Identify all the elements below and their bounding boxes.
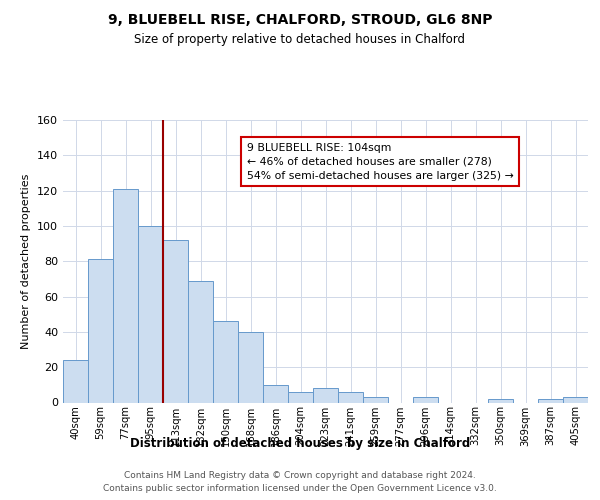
Bar bbox=[163, 240, 188, 402]
Bar bbox=[138, 226, 163, 402]
Text: Distribution of detached houses by size in Chalford: Distribution of detached houses by size … bbox=[130, 438, 470, 450]
Bar bbox=[363, 397, 388, 402]
Bar bbox=[88, 260, 113, 402]
Text: Contains public sector information licensed under the Open Government Licence v3: Contains public sector information licen… bbox=[103, 484, 497, 493]
Text: Contains HM Land Registry data © Crown copyright and database right 2024.: Contains HM Land Registry data © Crown c… bbox=[124, 471, 476, 480]
Bar bbox=[288, 392, 313, 402]
Bar bbox=[338, 392, 363, 402]
Bar bbox=[213, 322, 238, 402]
Bar bbox=[263, 385, 288, 402]
Bar bbox=[113, 189, 138, 402]
Bar bbox=[488, 399, 513, 402]
Bar bbox=[563, 397, 588, 402]
Bar bbox=[313, 388, 338, 402]
Text: 9 BLUEBELL RISE: 104sqm
← 46% of detached houses are smaller (278)
54% of semi-d: 9 BLUEBELL RISE: 104sqm ← 46% of detache… bbox=[247, 142, 514, 180]
Bar bbox=[238, 332, 263, 402]
Y-axis label: Number of detached properties: Number of detached properties bbox=[22, 174, 31, 349]
Text: 9, BLUEBELL RISE, CHALFORD, STROUD, GL6 8NP: 9, BLUEBELL RISE, CHALFORD, STROUD, GL6 … bbox=[108, 12, 492, 26]
Bar bbox=[63, 360, 88, 403]
Bar bbox=[413, 397, 438, 402]
Bar bbox=[538, 399, 563, 402]
Bar bbox=[188, 280, 213, 402]
Text: Size of property relative to detached houses in Chalford: Size of property relative to detached ho… bbox=[134, 32, 466, 46]
